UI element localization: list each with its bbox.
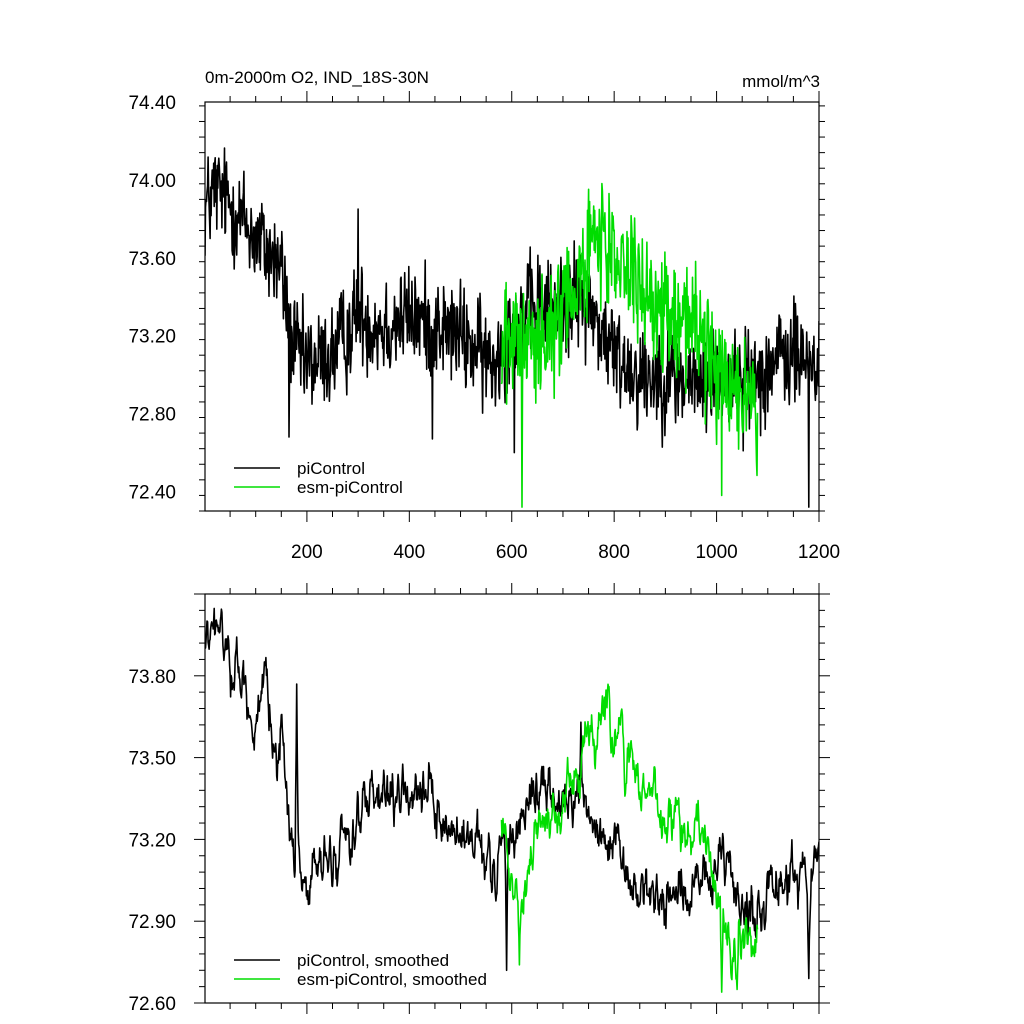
y-tick-label: 72.60: [128, 994, 176, 1015]
y-tick-label: 73.50: [128, 749, 176, 770]
y-tick-label: 73.60: [128, 249, 176, 270]
units-label: mmol/m^3: [742, 72, 820, 91]
y-tick-label: 74.40: [128, 93, 176, 114]
y-tick-label: 72.80: [128, 405, 176, 426]
x-tick-label: 600: [496, 542, 528, 563]
y-tick-label: 73.20: [128, 830, 176, 851]
y-tick-label: 72.90: [128, 912, 176, 933]
legend-label: piControl: [297, 459, 365, 478]
x-tick-label: 400: [393, 542, 425, 563]
x-tick-label: 200: [291, 542, 323, 563]
series-line-esm-picontrol: [500, 182, 759, 508]
y-tick-label: 73.20: [128, 327, 176, 348]
legend-label: esm-piControl: [297, 478, 403, 497]
series-line-esm-picontrol-smoothed: [500, 683, 759, 993]
y-tick-label: 74.00: [128, 171, 176, 192]
legend-label: esm-piControl, smoothed: [297, 970, 487, 989]
y-tick-label: 73.80: [128, 667, 176, 688]
legend-label: piControl, smoothed: [297, 951, 449, 970]
y-tick-label: 72.40: [128, 483, 176, 504]
x-tick-label: 1000: [695, 542, 737, 563]
x-tick-label: 800: [598, 542, 630, 563]
top-panel: 200 400 600 800 1000 1200 72.40 72.80 73.20 73.60…: [128, 68, 840, 563]
x-tick-label: 1200: [798, 542, 840, 563]
chart-title: 0m-2000m O2, IND_18S-30N: [205, 68, 429, 87]
plot-area: [205, 607, 819, 993]
plot-area: [205, 147, 819, 508]
bottom-panel: 72.60 72.90 73.20 73.50 73.80 piControl, smoo…: [128, 583, 830, 1015]
series-line-picontrol-smoothed: [205, 607, 819, 980]
